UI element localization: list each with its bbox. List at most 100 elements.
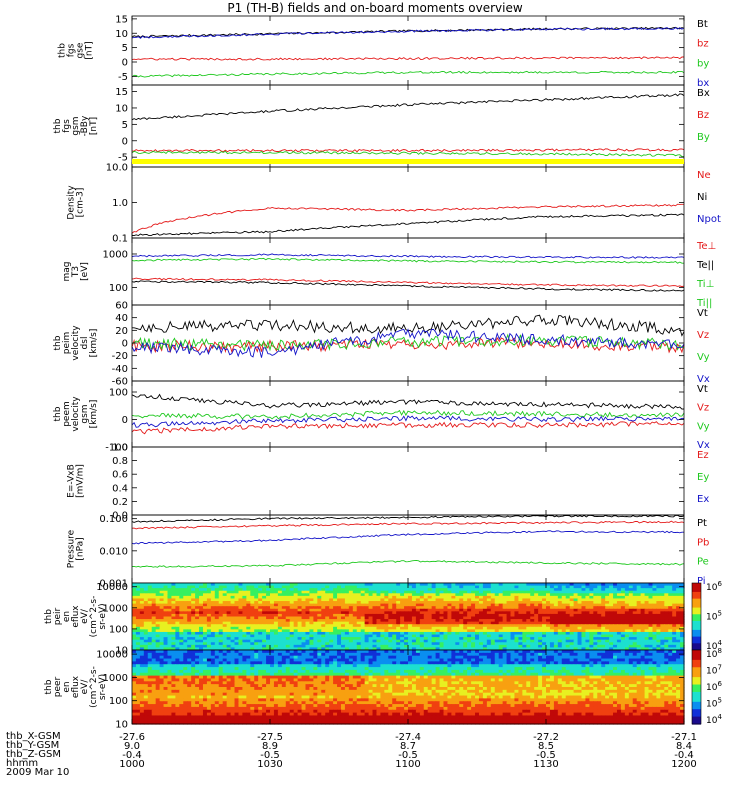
spectrogram-cell xyxy=(206,590,212,594)
spectrogram-cell xyxy=(589,664,594,668)
spectrogram-cell xyxy=(538,664,543,668)
spectrogram-cell xyxy=(309,608,314,612)
spectrogram-cell xyxy=(439,634,445,638)
spectrogram-cell xyxy=(498,608,504,612)
y-axis-label: eflux xyxy=(71,605,81,628)
spectrogram-cell xyxy=(419,667,425,671)
spectrogram-cell xyxy=(234,637,240,641)
y-tick-label: 5 xyxy=(122,120,128,131)
spectrogram-cell xyxy=(475,611,480,615)
spectrogram-cell xyxy=(167,624,173,628)
spectrogram-cell xyxy=(179,583,184,587)
spectrogram-cell xyxy=(506,650,512,654)
spectrogram-cell xyxy=(384,652,389,657)
spectrogram-cell xyxy=(372,598,378,602)
spectrogram-cell xyxy=(624,664,630,668)
spectrogram-cell xyxy=(640,598,646,602)
spectrogram-cell xyxy=(561,606,567,610)
spectrogram-cell xyxy=(423,652,429,657)
spectrogram-cell xyxy=(427,598,433,602)
spectrogram-cell xyxy=(581,658,587,662)
spectrogram-cell xyxy=(277,637,283,641)
spectrogram-cell xyxy=(333,583,338,587)
spectrogram-cell xyxy=(553,593,559,597)
spectrogram-cell xyxy=(167,644,173,649)
spectrogram-cell xyxy=(139,658,145,662)
spectrogram-cell xyxy=(329,667,334,671)
spectrogram-cell xyxy=(191,583,196,587)
spectrogram-cell xyxy=(624,667,630,671)
spectrogram-cell xyxy=(411,595,417,600)
spectrogram-cell xyxy=(270,626,275,630)
spectrogram-cell xyxy=(352,606,358,610)
spectrogram-cell xyxy=(132,642,137,646)
spectrogram-cell xyxy=(644,626,650,630)
spectrogram-cell xyxy=(546,616,551,620)
spectrogram-cell xyxy=(498,658,504,662)
spectrogram-cell xyxy=(132,644,137,649)
legend-Bx: Bx xyxy=(697,88,710,99)
spectrogram-cell xyxy=(652,647,657,651)
spectrogram-cell xyxy=(490,634,496,638)
spectrogram-cell xyxy=(632,606,638,610)
spectrogram-cell xyxy=(313,588,318,592)
spectrogram-cell xyxy=(557,585,563,589)
spectrogram-cell xyxy=(273,639,279,643)
spectrogram-cell xyxy=(597,639,602,643)
spectrogram-cell xyxy=(297,590,303,594)
spectrogram-cell xyxy=(648,613,654,618)
spectrogram-cell xyxy=(502,619,508,623)
spectrogram-cell xyxy=(206,583,212,587)
spectrogram-cell xyxy=(439,583,445,587)
spectrogram-cell xyxy=(206,631,212,636)
spectrogram-cell xyxy=(147,606,153,610)
spectrogram-cell xyxy=(273,661,279,665)
spectrogram-cell xyxy=(423,634,429,638)
spectrogram-cell xyxy=(132,601,137,605)
spectrogram-cell xyxy=(518,595,523,600)
spectrogram-cell xyxy=(664,590,669,594)
spectrogram-cell xyxy=(376,603,381,607)
spectrogram-cell xyxy=(431,621,437,625)
spectrogram-cell xyxy=(549,588,555,592)
spectrogram-cell xyxy=(463,639,468,643)
spectrogram-cell xyxy=(364,608,370,612)
spectrogram-cell xyxy=(376,613,381,618)
spectrogram-cell xyxy=(419,629,425,633)
spectrogram-cell xyxy=(502,595,508,600)
spectrogram-cell xyxy=(494,664,500,668)
spectrogram-cell xyxy=(672,667,677,671)
spectrogram-cell xyxy=(337,644,342,649)
spectrogram-cell xyxy=(226,606,232,610)
spectrogram-cell xyxy=(356,626,362,630)
spectrogram-cell xyxy=(609,658,614,662)
spectrogram-cell xyxy=(644,650,650,654)
spectrogram-cell xyxy=(132,616,137,620)
spectrogram-cell xyxy=(250,616,255,620)
spectrogram-cell xyxy=(589,626,594,630)
spectrogram-cell xyxy=(593,644,598,649)
spectrogram-cell xyxy=(364,661,370,665)
spectrogram-cell xyxy=(254,598,259,602)
spectrogram-cell xyxy=(337,637,342,641)
spectrogram-cell xyxy=(652,624,657,628)
spectrogram-cell xyxy=(514,624,519,628)
spectrogram-cell xyxy=(455,601,460,605)
spectrogram-cell xyxy=(648,655,654,660)
spectrogram-cell xyxy=(585,658,590,662)
spectrogram-cell xyxy=(664,655,669,660)
spectrogram-cell xyxy=(151,669,157,674)
spectrogram-cell xyxy=(419,606,425,610)
spectrogram-cell xyxy=(242,667,247,671)
spectrogram-cell xyxy=(581,661,587,665)
spectrogram-cell xyxy=(132,634,137,638)
spectrogram-cell xyxy=(585,606,590,610)
spectrogram-cell xyxy=(553,650,559,654)
spectrogram-cell xyxy=(455,644,460,649)
spectrogram-cell xyxy=(561,611,567,615)
spectrogram-cell xyxy=(616,593,622,597)
spectrogram-cell xyxy=(463,616,468,620)
spectrogram-cell xyxy=(589,601,594,605)
colorbar-segment xyxy=(692,627,701,631)
spectrogram-cell xyxy=(431,606,437,610)
